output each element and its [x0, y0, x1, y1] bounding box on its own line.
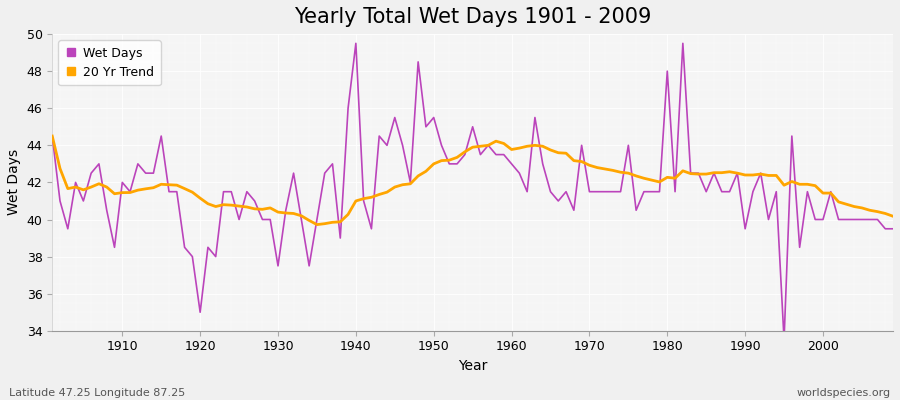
Text: Latitude 47.25 Longitude 87.25: Latitude 47.25 Longitude 87.25 — [9, 388, 185, 398]
Wet Days — [887, 226, 898, 231]
20 Yr Trend — [109, 191, 120, 196]
20 Yr Trend — [47, 134, 58, 138]
Wet Days — [506, 162, 517, 166]
Wet Days — [608, 189, 618, 194]
Wet Days — [514, 171, 525, 176]
20 Yr Trend — [506, 147, 517, 152]
Wet Days — [47, 134, 58, 138]
20 Yr Trend — [281, 211, 292, 216]
Line: 20 Yr Trend: 20 Yr Trend — [52, 136, 893, 225]
Wet Days — [350, 41, 361, 46]
Legend: Wet Days, 20 Yr Trend: Wet Days, 20 Yr Trend — [58, 40, 161, 85]
Wet Days — [109, 245, 120, 250]
Wet Days — [778, 338, 789, 342]
20 Yr Trend — [311, 222, 322, 227]
20 Yr Trend — [887, 214, 898, 219]
20 Yr Trend — [335, 220, 346, 224]
Title: Yearly Total Wet Days 1901 - 2009: Yearly Total Wet Days 1901 - 2009 — [294, 7, 652, 27]
Line: Wet Days: Wet Days — [52, 43, 893, 340]
Wet Days — [327, 162, 338, 166]
Wet Days — [281, 208, 292, 213]
20 Yr Trend — [514, 146, 525, 150]
Y-axis label: Wet Days: Wet Days — [7, 149, 21, 216]
X-axis label: Year: Year — [458, 359, 487, 373]
Text: worldspecies.org: worldspecies.org — [796, 388, 891, 398]
20 Yr Trend — [608, 168, 618, 173]
